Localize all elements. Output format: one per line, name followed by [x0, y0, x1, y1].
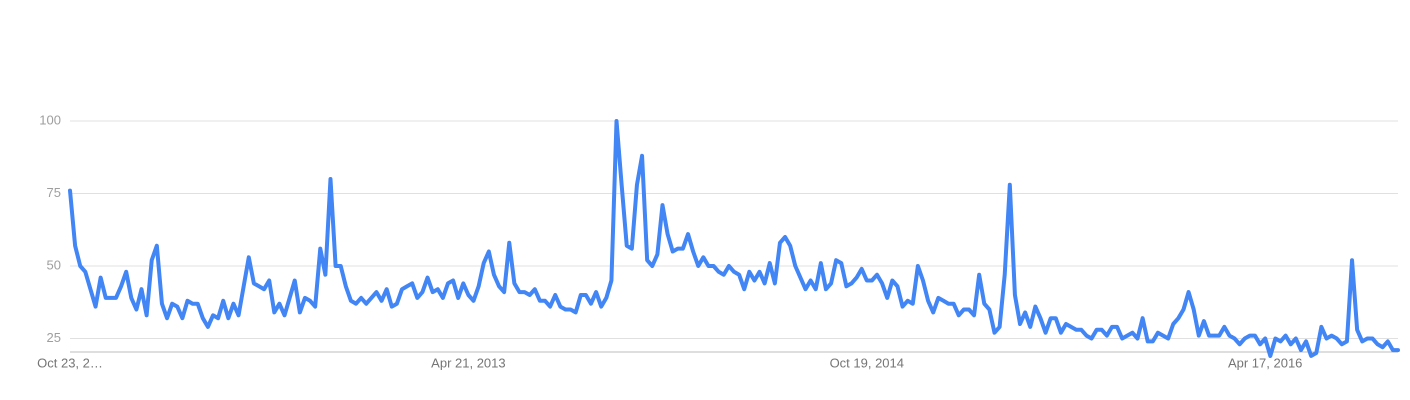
- x-tick-label-1: Apr 21, 2013: [431, 355, 505, 370]
- y-tick-label-50: 50: [47, 257, 61, 272]
- y-tick-label-100: 100: [39, 112, 61, 127]
- y-axis-labels: 25 50 75 100: [39, 112, 61, 345]
- x-tick-label-3: Apr 17, 2016: [1228, 355, 1302, 370]
- series-layer: [70, 121, 1398, 356]
- series-line: [70, 121, 1398, 356]
- x-tick-label-2: Oct 19, 2014: [830, 355, 904, 370]
- y-tick-label-75: 75: [47, 185, 61, 200]
- y-tick-label-25: 25: [47, 330, 61, 345]
- grid-layer: [70, 121, 1398, 339]
- x-tick-label-0: Oct 23, 2…: [37, 355, 103, 370]
- x-axis-labels: Oct 23, 2… Apr 21, 2013 Oct 19, 2014 Apr 17…: [37, 355, 1302, 370]
